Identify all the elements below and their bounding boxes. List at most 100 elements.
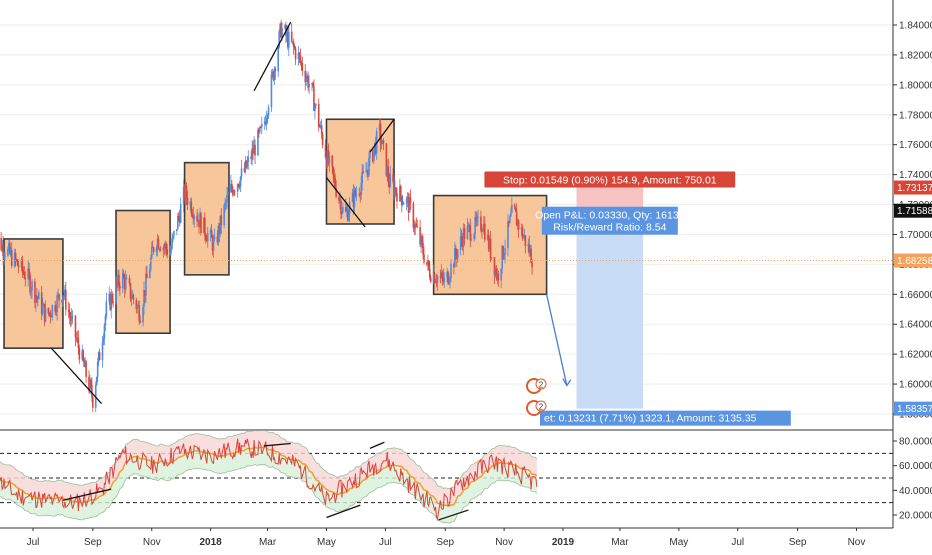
candle[interactable] — [319, 120, 322, 129]
candle[interactable] — [219, 215, 222, 237]
candle[interactable] — [324, 139, 327, 159]
candle[interactable] — [528, 235, 531, 257]
candle[interactable] — [43, 303, 46, 327]
candle[interactable] — [441, 270, 444, 286]
candle[interactable] — [224, 197, 226, 213]
candle[interactable] — [27, 260, 29, 287]
candle[interactable] — [91, 377, 93, 403]
candle[interactable] — [211, 234, 214, 256]
candle[interactable] — [116, 281, 118, 292]
candle[interactable] — [314, 103, 316, 120]
candle[interactable] — [173, 230, 175, 240]
candle[interactable] — [192, 206, 195, 225]
candle[interactable] — [503, 253, 505, 260]
candle[interactable] — [299, 48, 302, 66]
candle[interactable] — [423, 246, 425, 265]
candle[interactable] — [455, 244, 457, 261]
candle[interactable] — [230, 175, 232, 194]
candle[interactable] — [42, 302, 45, 306]
candle[interactable] — [426, 262, 428, 266]
candle[interactable] — [321, 132, 324, 149]
candle[interactable] — [265, 110, 268, 131]
candle[interactable] — [41, 297, 44, 316]
candle[interactable] — [118, 269, 120, 292]
candle[interactable] — [429, 274, 432, 284]
candle[interactable] — [8, 239, 10, 251]
candle[interactable] — [29, 272, 31, 296]
candle[interactable] — [76, 331, 79, 344]
candle[interactable] — [298, 51, 301, 64]
candle[interactable] — [496, 268, 499, 285]
trendline[interactable] — [325, 177, 366, 228]
candle[interactable] — [16, 259, 19, 266]
candle[interactable] — [163, 242, 166, 256]
candle[interactable] — [389, 165, 391, 188]
candle[interactable] — [306, 73, 308, 83]
candle[interactable] — [225, 199, 227, 210]
candle[interactable] — [495, 265, 498, 281]
candle[interactable] — [407, 192, 410, 221]
candle[interactable] — [346, 204, 349, 222]
candle[interactable] — [443, 272, 446, 288]
candle[interactable] — [460, 229, 463, 248]
candle[interactable] — [399, 178, 401, 202]
candle[interactable] — [273, 66, 276, 86]
candle[interactable] — [20, 256, 23, 272]
candle[interactable] — [362, 164, 364, 175]
price-tag-entry[interactable]: 1.71588 — [894, 203, 932, 218]
candle[interactable] — [453, 262, 455, 275]
candle[interactable] — [433, 271, 436, 284]
candle[interactable] — [354, 187, 357, 198]
candle[interactable] — [64, 284, 66, 300]
candle[interactable] — [392, 167, 394, 184]
candle[interactable] — [355, 186, 358, 201]
candle[interactable] — [468, 223, 471, 233]
candle[interactable] — [203, 217, 205, 234]
candle[interactable] — [338, 194, 340, 204]
candle[interactable] — [109, 291, 112, 311]
candle[interactable] — [467, 221, 470, 232]
candle[interactable] — [37, 296, 39, 307]
candle[interactable] — [247, 150, 250, 170]
candle[interactable] — [48, 311, 51, 318]
candle[interactable] — [270, 69, 273, 112]
candle[interactable] — [501, 244, 503, 274]
candle[interactable] — [461, 232, 464, 251]
candle[interactable] — [122, 269, 125, 279]
candle[interactable] — [61, 299, 63, 304]
candle[interactable] — [40, 285, 43, 321]
candle[interactable] — [149, 263, 151, 279]
candle[interactable] — [254, 139, 256, 165]
candle[interactable] — [304, 64, 307, 91]
candle[interactable] — [96, 357, 99, 382]
candle[interactable] — [266, 113, 269, 124]
candle[interactable] — [123, 274, 126, 298]
candle[interactable] — [209, 227, 212, 242]
candle[interactable] — [473, 232, 475, 242]
candle[interactable] — [497, 270, 500, 287]
candle[interactable] — [135, 297, 138, 314]
candle[interactable] — [56, 292, 58, 321]
candle[interactable] — [284, 24, 286, 30]
candle[interactable] — [238, 180, 241, 190]
candle[interactable] — [413, 219, 416, 235]
candle[interactable] — [372, 148, 374, 163]
candle[interactable] — [272, 70, 275, 82]
candle[interactable] — [0, 231, 2, 252]
candle[interactable] — [22, 266, 25, 275]
candle[interactable] — [233, 188, 236, 197]
rsi-trendline[interactable] — [369, 441, 385, 449]
candle[interactable] — [218, 223, 221, 243]
price-tag-stop[interactable]: 1.73137 — [894, 180, 932, 195]
candle[interactable] — [419, 219, 421, 248]
candle[interactable] — [502, 245, 504, 261]
candle[interactable] — [408, 193, 411, 213]
candle[interactable] — [78, 344, 81, 364]
candle[interactable] — [189, 198, 192, 211]
candle[interactable] — [447, 270, 449, 286]
candle[interactable] — [36, 287, 38, 303]
candle[interactable] — [124, 270, 127, 294]
candle[interactable] — [178, 209, 181, 227]
candle[interactable] — [420, 234, 422, 253]
